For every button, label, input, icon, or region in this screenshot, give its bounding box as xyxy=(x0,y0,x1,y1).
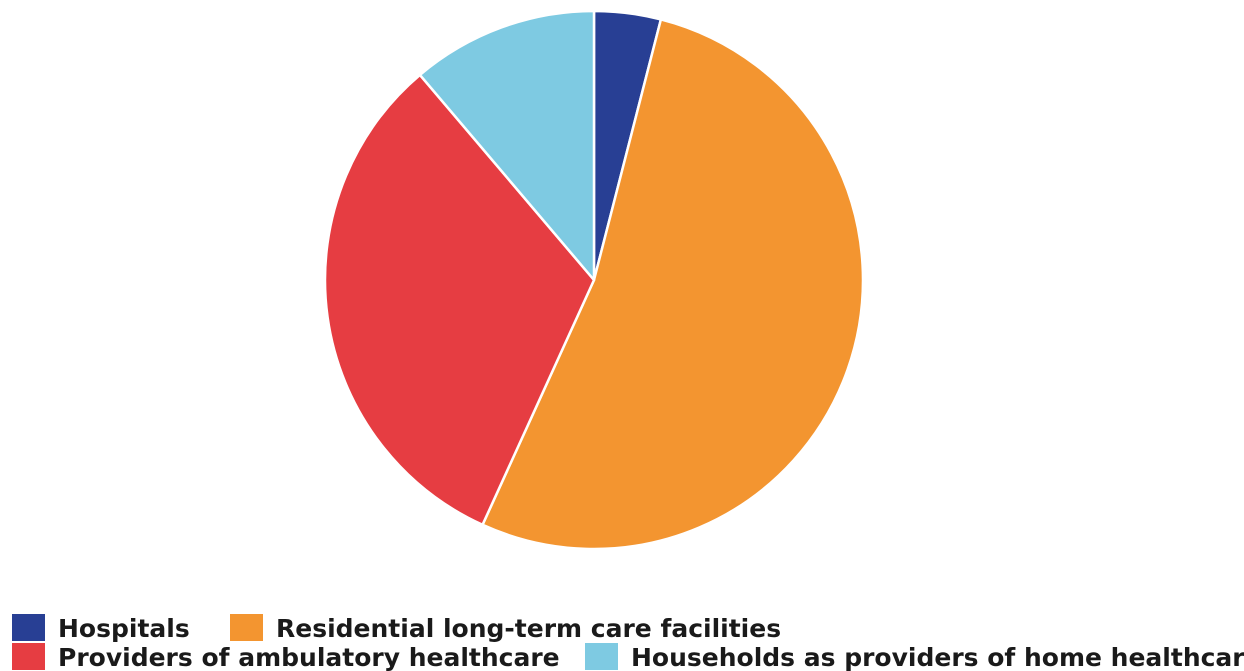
legend-swatch-residential xyxy=(230,614,263,641)
legend-label-ambulatory: Providers of ambulatory healthcare xyxy=(58,643,560,671)
legend-item-ambulatory: Providers of ambulatory healthcare xyxy=(12,643,560,671)
pie-slice-residential-long-term-care-facilities xyxy=(481,18,865,551)
pie-slice-households-as-providers-of-home-healthcare xyxy=(418,9,596,282)
legend-label-hospitals: Hospitals xyxy=(58,614,190,643)
legend-swatch-ambulatory xyxy=(12,643,45,670)
legend-swatch-households xyxy=(585,643,618,670)
legend-label-residential: Residential long-term care facilities xyxy=(276,614,781,643)
legend-item-residential: Residential long-term care facilities xyxy=(230,614,781,643)
legend-item-hospitals: Hospitals xyxy=(12,614,190,643)
legend-label-households: Households as providers of home healthca… xyxy=(631,643,1244,671)
legend: Hospitals Residential long-term care fac… xyxy=(12,614,1244,671)
pie-slice-providers-of-ambulatory-healthcare xyxy=(323,73,596,527)
legend-swatch-hospitals xyxy=(12,614,45,641)
pie-slices xyxy=(323,9,865,551)
legend-item-households: Households as providers of home healthca… xyxy=(585,643,1244,671)
